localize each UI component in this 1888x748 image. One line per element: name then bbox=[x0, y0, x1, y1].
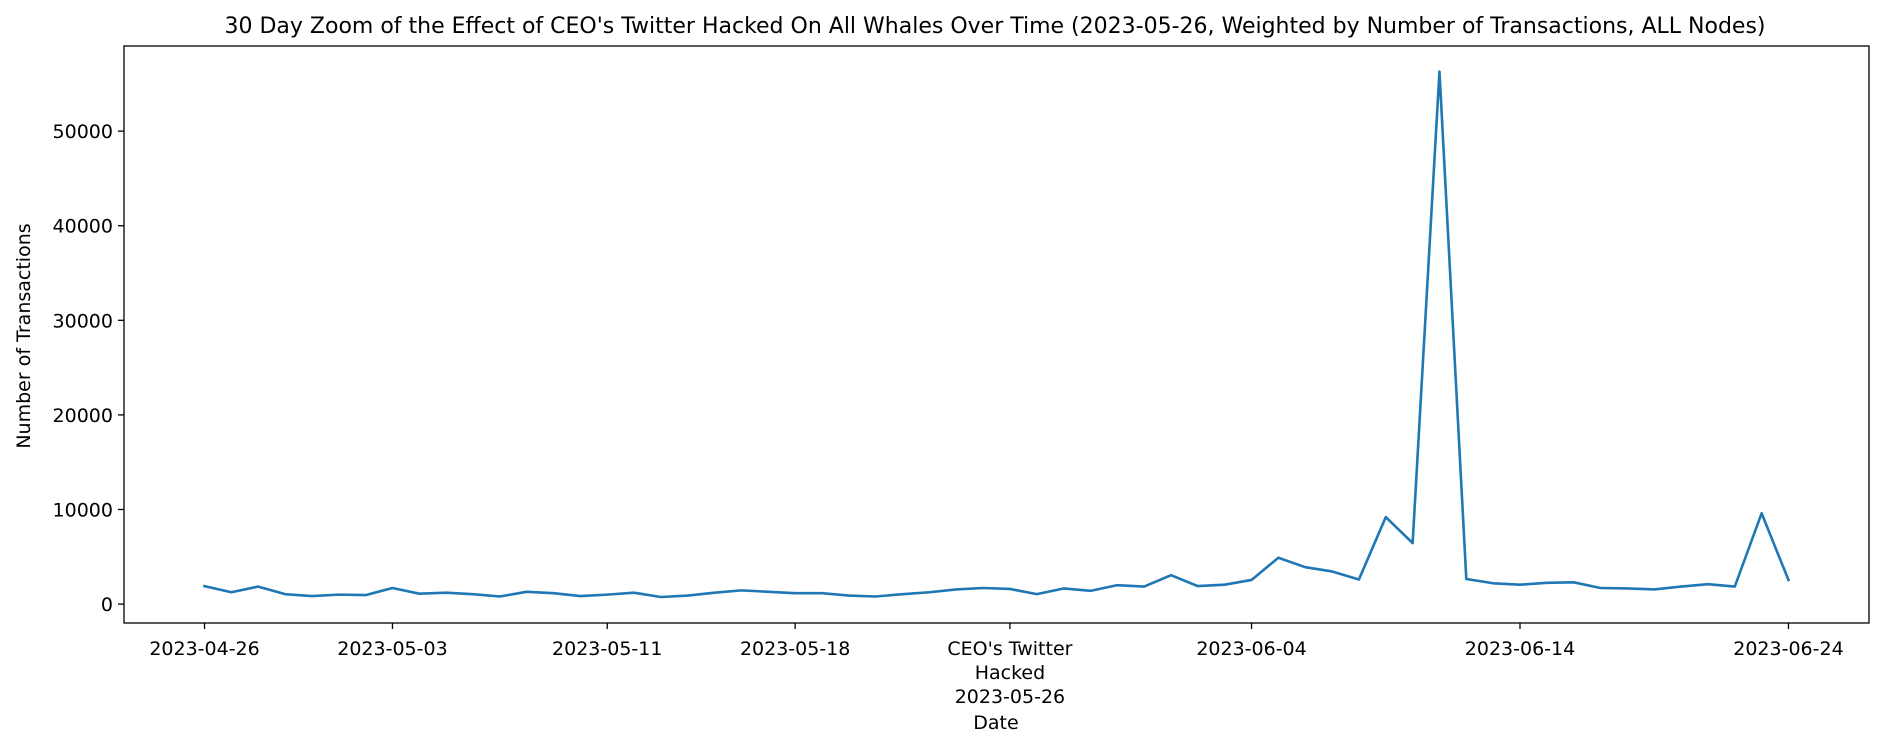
x-tick-label: 2023-05-11 bbox=[552, 638, 662, 660]
x-tick-label: 2023-05-03 bbox=[337, 638, 447, 660]
y-tick-label: 40000 bbox=[53, 216, 113, 238]
series-line-0 bbox=[202, 70, 1791, 599]
x-tick-label: CEO's Twitter bbox=[947, 638, 1072, 660]
x-tick-label: 2023-05-18 bbox=[740, 638, 850, 660]
y-tick-label: 20000 bbox=[53, 405, 113, 427]
y-tick-label: 30000 bbox=[53, 310, 113, 332]
y-tick-label: 0 bbox=[101, 594, 113, 616]
x-tick-label: 2023-04-26 bbox=[149, 638, 259, 660]
y-axis-label: Number of Transactions bbox=[13, 223, 35, 448]
x-tick-label: Hacked bbox=[975, 662, 1045, 684]
plot-area bbox=[202, 70, 1791, 599]
x-axis-label: Date bbox=[973, 712, 1018, 734]
y-tick-label: 10000 bbox=[53, 499, 113, 521]
y-tick-label: 50000 bbox=[53, 121, 113, 143]
x-tick-label: 2023-06-14 bbox=[1465, 638, 1575, 660]
chart-title: 30 Day Zoom of the Effect of CEO's Twitt… bbox=[225, 14, 1766, 39]
x-axis: 2023-04-26 2023-05-03 2023-05-11 2023-05-18… bbox=[149, 623, 1844, 708]
y-axis: 0 10000 20000 30000 40000 50000 bbox=[53, 121, 124, 616]
x-tick-label: 2023-06-04 bbox=[1196, 638, 1306, 660]
x-tick-label: 2023-06-24 bbox=[1733, 638, 1843, 660]
axes-frame bbox=[123, 45, 1870, 624]
x-tick-label: 2023-05-26 bbox=[955, 686, 1065, 708]
